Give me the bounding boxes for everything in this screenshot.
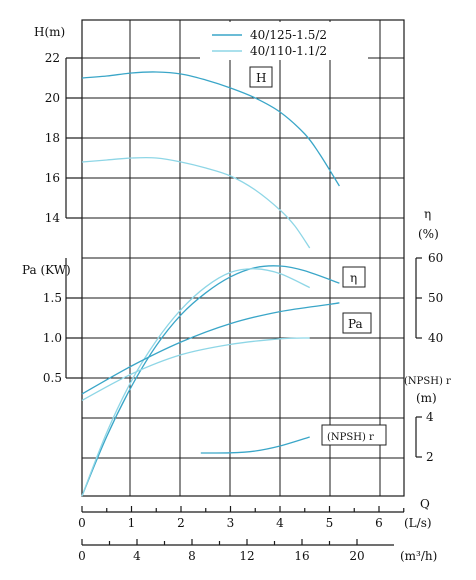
npsh-axis-unit: (m) (416, 391, 437, 405)
efficiency-axis: η (%) 40 50 60 (415, 207, 443, 345)
q-ls-ticks: 0 1 2 3 4 5 6 (78, 506, 405, 530)
q-m3h-unit: (m³/h) (400, 549, 437, 563)
q-ls-tick-label: 6 (375, 516, 383, 530)
q-m3h-tick-label: 4 (133, 549, 141, 563)
power-ticks: 0.5 1.0 1.5 (43, 291, 82, 385)
q-m3h-tick-label: 16 (294, 549, 309, 563)
curve-label-eta-box (342, 266, 366, 288)
npsh-tick-label: 2 (426, 450, 434, 464)
curve-label-eta: η (350, 271, 357, 285)
efficiency-tick-label: 60 (428, 251, 443, 265)
head-tick-label: 18 (45, 131, 60, 145)
q-ls-unit: (L/s) (404, 516, 432, 530)
efficiency-axis-unit: (%) (418, 227, 439, 241)
curve-label-pa: Pa (348, 317, 363, 331)
power-tick-label: 0.5 (43, 371, 62, 385)
head-tick-label: 20 (45, 91, 60, 105)
head-tick-label: 22 (45, 51, 60, 65)
q-ls-tick-label: 5 (326, 516, 334, 530)
head-axis: H(m) 14 16 18 20 22 (34, 25, 82, 225)
q-ls-tick-label: 1 (128, 516, 136, 530)
curve-h-1 (81, 156, 311, 249)
q-m3h-tick-label: 20 (349, 549, 364, 563)
grid-lines (82, 20, 404, 496)
curve-label-pa-box (342, 312, 372, 334)
power-tick-label: 1.0 (43, 331, 62, 345)
efficiency-axis-symbol: η (424, 207, 431, 221)
curve-eta-3 (81, 268, 310, 497)
q-axis-symbol: Q (420, 497, 430, 511)
curve-label-npsh-box (321, 424, 387, 446)
q-m3h-tick-label: 8 (188, 549, 196, 563)
curve-label-h: H (256, 71, 266, 85)
efficiency-ticks: 40 50 60 (416, 251, 443, 345)
q-ls-tick-label: 3 (227, 516, 235, 530)
legend-label-2: 40/110-1.1/2 (250, 44, 327, 58)
curve-labels: H η Pa (NPSH) r (249, 66, 387, 446)
q-ls-tick-label: 0 (78, 516, 86, 530)
legend-label-1: 40/125-1.5/2 (250, 28, 327, 42)
power-axis-title: Pa (KW) (22, 263, 71, 277)
curve-h-0 (81, 71, 340, 187)
legend-box (200, 22, 368, 60)
plot-area (81, 19, 405, 497)
q-ls-tick-label: 2 (177, 516, 185, 530)
curves (81, 71, 340, 497)
efficiency-tick-label: 40 (428, 331, 443, 345)
npsh-axis: (NPSH) r (m) 24 (404, 376, 451, 464)
q-ls-tick-label: 4 (276, 516, 284, 530)
q-m3h-ticks: 0 4 8 12 16 20 (78, 539, 365, 563)
npsh-tick-label: 4 (426, 410, 434, 424)
q-m3h-tick-label: 0 (78, 549, 86, 563)
npsh-axis-title: (NPSH) r (404, 376, 451, 387)
curve-npshr-6 (200, 436, 310, 454)
head-tick-label: 14 (45, 211, 61, 225)
curve-eta-2 (81, 265, 340, 497)
head-ticks: 14 16 18 20 22 (45, 51, 82, 225)
curve-label-npsh: (NPSH) r (327, 432, 374, 443)
legend: 40/125-1.5/2 40/110-1.1/2 (200, 22, 368, 60)
npsh-ticks: 24 (416, 410, 434, 464)
head-axis-title: H(m) (34, 25, 65, 39)
efficiency-tick-label: 50 (428, 291, 443, 305)
head-tick-label: 16 (45, 171, 60, 185)
curve-label-h-box (249, 66, 273, 88)
curve-pa-5 (81, 337, 310, 401)
power-axis: Pa (KW) 0.5 1.0 1.5 (22, 258, 82, 385)
q-m3h-tick-label: 12 (239, 549, 254, 563)
power-tick-label: 1.5 (43, 291, 62, 305)
curve-pa-4 (81, 302, 340, 395)
